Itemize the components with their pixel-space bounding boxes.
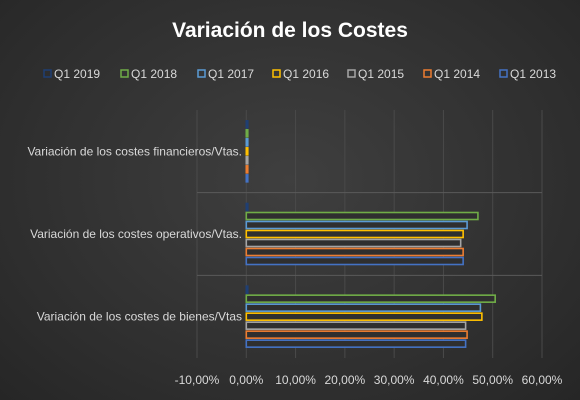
bar bbox=[245, 285, 249, 294]
bar bbox=[245, 202, 249, 212]
bar bbox=[245, 312, 483, 321]
legend-label: Q1 2019 bbox=[54, 67, 100, 81]
legend-swatch bbox=[43, 69, 52, 78]
legend-swatch bbox=[347, 69, 356, 78]
bar bbox=[245, 120, 249, 129]
category-label: Variación de los costes de bienes/Vtas bbox=[37, 310, 242, 324]
bar bbox=[245, 247, 464, 257]
bar bbox=[245, 174, 249, 183]
x-tick-label: 50,00% bbox=[472, 373, 513, 387]
bar bbox=[245, 129, 249, 138]
bars bbox=[245, 120, 496, 348]
bar bbox=[245, 156, 249, 165]
category-labels: Variación de los costes financieros/Vtas… bbox=[27, 144, 242, 323]
bar bbox=[245, 330, 468, 339]
bar bbox=[245, 211, 479, 221]
legend-swatch bbox=[272, 69, 281, 78]
legend-label: Q1 2013 bbox=[510, 67, 556, 81]
x-tick-label: 10,00% bbox=[275, 373, 316, 387]
bar bbox=[245, 238, 462, 248]
x-axis-tick-labels: -10,00% 0,00% 10,00% 20,00% 30,00% 40,00% 50,0… bbox=[175, 373, 563, 387]
x-tick-label: 40,00% bbox=[423, 373, 464, 387]
category-label: Variación de los costes operativos/Vtas. bbox=[30, 227, 242, 241]
bar bbox=[245, 220, 468, 230]
legend-label: Q1 2018 bbox=[131, 67, 177, 81]
legend-swatch bbox=[120, 69, 129, 78]
bar bbox=[245, 303, 482, 312]
bar bbox=[245, 138, 249, 147]
bar bbox=[245, 256, 464, 266]
legend-label: Q1 2014 bbox=[434, 67, 480, 81]
bar bbox=[245, 229, 464, 239]
legend-label: Q1 2017 bbox=[208, 67, 254, 81]
legend-label: Q1 2015 bbox=[358, 67, 404, 81]
x-tick-label: -10,00% bbox=[175, 373, 220, 387]
x-tick-label: 20,00% bbox=[325, 373, 366, 387]
x-tick-label: 0,00% bbox=[229, 373, 263, 387]
legend: Q1 2019 Q1 2018 Q1 2017 Q1 2016 Q1 2015 Q1 20… bbox=[43, 67, 556, 81]
legend-label: Q1 2016 bbox=[283, 67, 329, 81]
bar bbox=[245, 294, 496, 303]
bar bbox=[245, 339, 467, 348]
bar bbox=[245, 147, 249, 156]
legend-swatch bbox=[423, 69, 432, 78]
bar bbox=[245, 165, 249, 174]
legend-swatch bbox=[197, 69, 206, 78]
category-label: Variación de los costes financieros/Vtas… bbox=[27, 144, 242, 158]
x-tick-label: 60,00% bbox=[522, 373, 563, 387]
bar bbox=[245, 321, 467, 330]
category-separators bbox=[197, 192, 542, 276]
legend-swatch bbox=[499, 69, 508, 78]
chart-title: Variación de los Costes bbox=[172, 19, 408, 42]
x-tick-label: 30,00% bbox=[374, 373, 415, 387]
